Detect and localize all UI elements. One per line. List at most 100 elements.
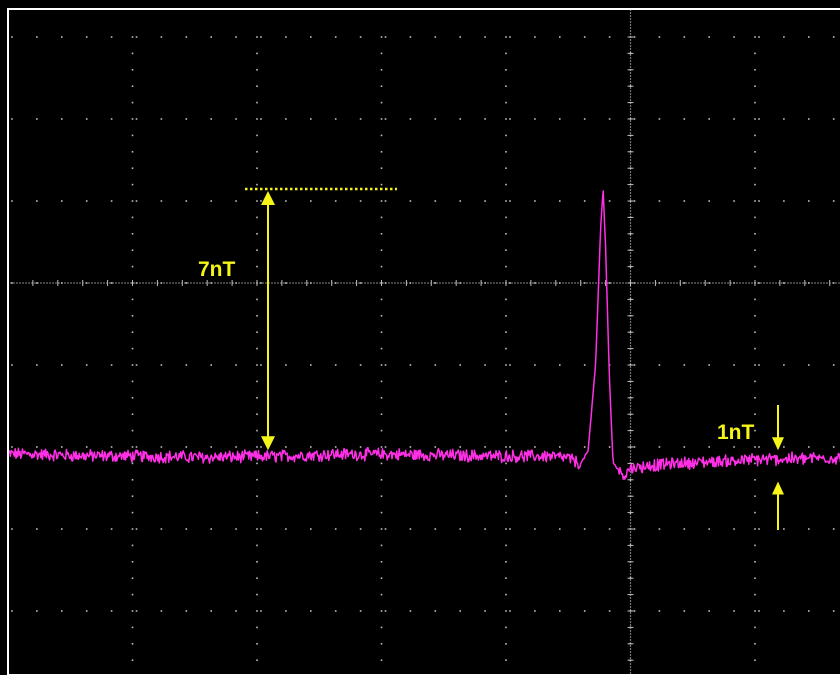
grid-dot bbox=[509, 446, 511, 448]
grid-dot bbox=[380, 265, 383, 268]
grid-dot bbox=[754, 216, 756, 219]
grid-dot bbox=[359, 610, 362, 612]
grid-dot bbox=[100, 282, 102, 284]
grid-dot bbox=[210, 200, 212, 202]
grid-dot bbox=[253, 282, 255, 284]
grid-dot bbox=[823, 282, 825, 284]
grid-dot bbox=[475, 282, 477, 284]
grid-dot bbox=[805, 282, 807, 284]
grid-dot bbox=[131, 167, 134, 169]
grid-dot bbox=[629, 474, 632, 476]
grid-dot bbox=[434, 364, 437, 366]
grid-dot bbox=[131, 462, 134, 465]
grid-dot bbox=[629, 147, 632, 149]
grid-dot bbox=[271, 282, 273, 284]
grid-dot bbox=[256, 200, 258, 202]
grid-dot bbox=[629, 99, 632, 101]
grid-dot bbox=[629, 414, 632, 416]
grid-dot bbox=[61, 282, 63, 284]
grid-dot bbox=[73, 282, 75, 284]
grid-dot bbox=[265, 282, 267, 284]
grid-dot bbox=[131, 577, 134, 579]
grid-dot bbox=[629, 246, 632, 248]
grid-dot bbox=[384, 610, 387, 612]
grid-dot bbox=[629, 432, 632, 434]
grid-dot bbox=[110, 36, 113, 38]
grid-dot bbox=[260, 36, 262, 38]
grid-dot bbox=[124, 282, 126, 284]
grid-dot bbox=[832, 610, 835, 612]
grid-dot bbox=[55, 282, 57, 284]
grid-dot bbox=[629, 39, 632, 41]
grid-dot bbox=[256, 495, 258, 497]
grid-dot bbox=[85, 282, 87, 284]
grid-dot bbox=[235, 528, 237, 530]
grid-dot bbox=[649, 282, 651, 284]
grid-dot bbox=[11, 610, 13, 612]
grid-dot bbox=[256, 380, 258, 383]
grid-dot bbox=[409, 610, 412, 612]
grid-dot bbox=[708, 36, 710, 38]
grid-dot bbox=[64, 282, 66, 284]
grid-dot bbox=[683, 364, 686, 366]
grid-dot bbox=[629, 534, 632, 536]
grid-dot bbox=[733, 200, 735, 202]
grid-dot bbox=[469, 282, 471, 284]
grid-dot bbox=[629, 75, 632, 77]
grid-dot bbox=[629, 519, 632, 521]
grid-dot bbox=[629, 651, 632, 653]
grid-dot bbox=[131, 610, 134, 612]
grid-dot bbox=[359, 282, 362, 284]
grid-dot bbox=[310, 118, 312, 120]
grid-dot bbox=[629, 117, 632, 119]
grid-dot bbox=[742, 282, 744, 284]
grid-dot bbox=[131, 397, 134, 399]
grid-dot bbox=[629, 648, 632, 650]
grid-dot bbox=[526, 282, 528, 284]
grid-dot bbox=[808, 610, 810, 612]
grid-dot bbox=[509, 282, 511, 284]
grid-dot bbox=[629, 78, 632, 80]
grid-dot bbox=[283, 282, 285, 284]
grid-dot bbox=[826, 282, 828, 284]
grid-dot bbox=[629, 66, 632, 68]
grid-dot bbox=[260, 364, 262, 366]
noise-arrow-up-icon bbox=[772, 481, 784, 495]
grid-dot bbox=[629, 354, 632, 356]
grid-dot bbox=[629, 45, 632, 47]
grid-dot bbox=[629, 96, 632, 98]
grid-dot bbox=[577, 282, 579, 284]
grid-dot bbox=[131, 561, 134, 563]
grid-dot bbox=[160, 610, 163, 612]
grid-dot bbox=[629, 294, 632, 296]
grid-dot bbox=[505, 36, 507, 38]
grid-dot bbox=[796, 282, 798, 284]
grid-dot bbox=[629, 24, 632, 26]
grid-dot bbox=[118, 282, 120, 284]
grid-dot bbox=[505, 249, 507, 251]
grid-dot bbox=[244, 282, 246, 284]
grid-dot bbox=[629, 330, 632, 332]
grid-dot bbox=[380, 200, 383, 202]
grid-dot bbox=[256, 413, 258, 415]
grid-dot bbox=[184, 282, 186, 284]
grid-dot bbox=[640, 282, 642, 284]
grid-dot bbox=[633, 446, 636, 448]
grid-dot bbox=[157, 282, 159, 284]
grid-dot bbox=[359, 36, 362, 38]
spike-arrow-up-icon bbox=[261, 191, 275, 205]
grid-dot bbox=[694, 282, 696, 284]
grid-dot bbox=[736, 282, 738, 284]
grid-dot bbox=[629, 633, 632, 635]
grid-dot bbox=[310, 36, 312, 38]
grid-dot bbox=[808, 364, 810, 366]
grid-dot bbox=[832, 200, 835, 202]
grid-dot bbox=[210, 528, 212, 530]
grid-dot bbox=[380, 511, 383, 514]
grid-dot bbox=[196, 282, 198, 284]
grid-dot bbox=[718, 282, 720, 284]
grid-dot bbox=[608, 118, 611, 120]
grid-dot bbox=[629, 435, 632, 437]
grid-dot bbox=[380, 577, 383, 579]
spike-amplitude-label: 7nT bbox=[198, 258, 236, 281]
